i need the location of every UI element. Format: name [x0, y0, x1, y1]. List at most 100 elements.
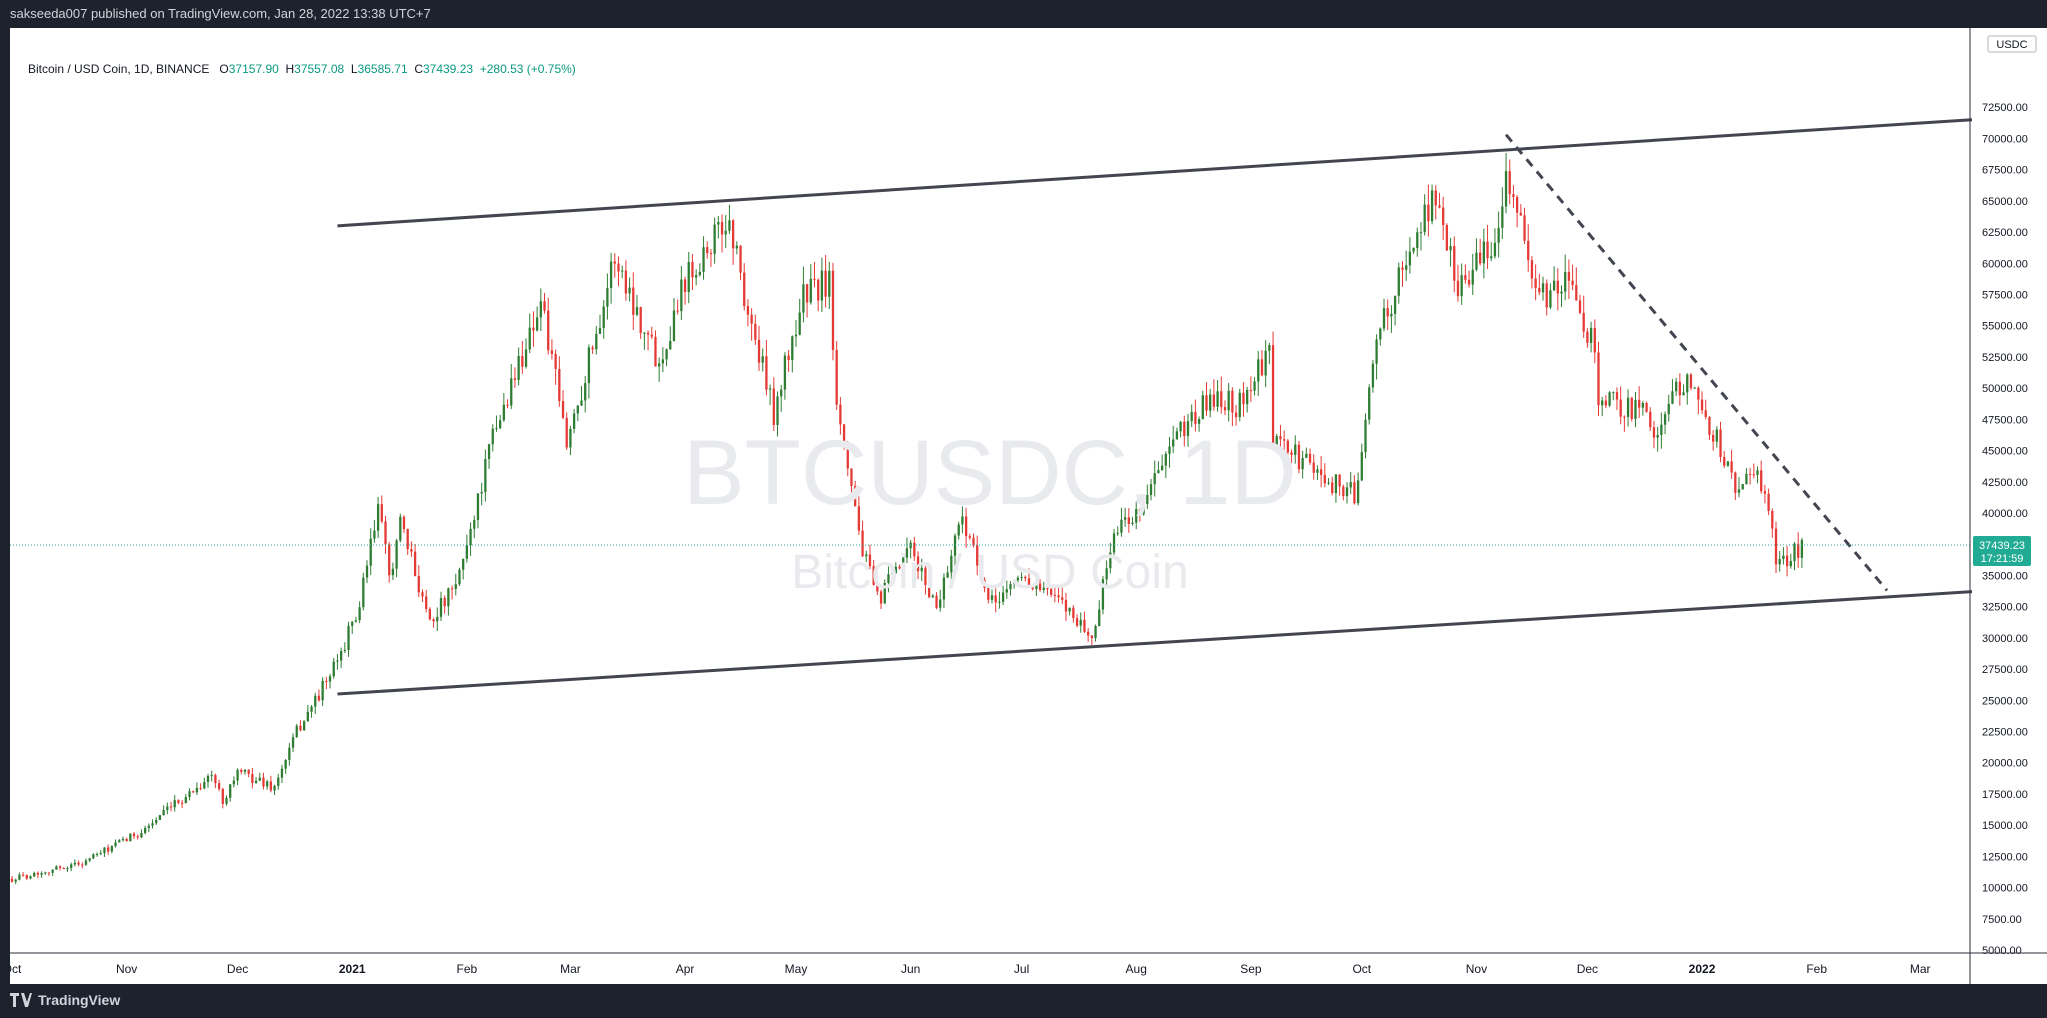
x-tick-label: Nov — [116, 962, 137, 976]
candle — [1438, 192, 1441, 209]
candle — [1368, 384, 1371, 425]
candle — [1774, 521, 1778, 574]
candle — [1031, 585, 1034, 591]
candle — [702, 236, 705, 280]
candle — [280, 764, 284, 783]
candle — [358, 601, 361, 624]
candle — [336, 654, 339, 670]
candle — [1160, 454, 1164, 471]
candle — [362, 572, 365, 611]
candle — [428, 607, 432, 621]
candle — [1667, 394, 1670, 422]
candle — [1172, 425, 1175, 454]
candle — [365, 560, 369, 584]
candle — [1072, 605, 1075, 623]
candle — [81, 862, 84, 869]
candle — [1079, 612, 1082, 633]
candle — [410, 541, 413, 557]
watermark-name: Bitcoin / USD Coin — [791, 546, 1188, 599]
candle — [680, 265, 683, 320]
candle — [1216, 380, 1219, 412]
candle — [1253, 377, 1256, 396]
candle — [1294, 435, 1297, 464]
candle — [1730, 449, 1733, 479]
candle — [1279, 424, 1282, 452]
candle — [609, 252, 613, 304]
candle — [1675, 377, 1678, 397]
candle — [635, 294, 639, 317]
candle — [1412, 247, 1415, 254]
trendline-lower-channel[interactable] — [337, 590, 1973, 696]
candle — [373, 519, 376, 543]
candle — [983, 577, 986, 593]
candle — [450, 585, 454, 600]
candle — [1035, 580, 1038, 596]
candle — [143, 825, 147, 835]
tradingview-logo[interactable]: TradingView — [10, 992, 120, 1008]
candle — [550, 339, 554, 360]
candle — [173, 795, 176, 812]
candle — [1430, 184, 1434, 225]
candle — [1715, 426, 1718, 448]
candle — [1612, 391, 1615, 401]
candle — [413, 543, 417, 577]
candle — [199, 783, 202, 791]
candle — [1371, 359, 1375, 393]
trendlines[interactable] — [10, 118, 1973, 696]
candle — [306, 704, 309, 722]
candle — [47, 872, 51, 876]
y-tick-label: 62500.00 — [1982, 227, 2028, 239]
candle — [658, 357, 661, 382]
price-scale[interactable]: 5000.00 7500.00 10000.00 12500.00 15000.00 17… — [1969, 28, 2037, 984]
candle — [865, 550, 868, 563]
candle — [469, 522, 472, 556]
candle — [580, 385, 583, 406]
candle — [1223, 400, 1227, 416]
candle — [824, 255, 827, 308]
candle — [192, 790, 195, 794]
candle — [1234, 404, 1238, 426]
y-tick-label: 5000.00 — [1982, 945, 2022, 957]
trendline-upper-channel[interactable] — [337, 118, 1973, 228]
candle — [1016, 575, 1020, 586]
x-tick-label: Mar — [1910, 962, 1931, 976]
candle — [465, 534, 469, 563]
candle — [957, 521, 960, 540]
chart-frame[interactable]: BTCUSDC, 1D Bitcoin / USD Coin 5000.00 75… — [10, 28, 2047, 984]
candle — [1641, 400, 1645, 416]
candle — [872, 559, 875, 586]
candle — [51, 869, 54, 876]
candle — [650, 326, 653, 340]
y-tick-label: 47500.00 — [1982, 414, 2028, 426]
candle — [1460, 263, 1463, 305]
candle — [1038, 579, 1042, 592]
candle — [720, 214, 724, 253]
candle — [14, 878, 17, 885]
x-tick-label: Dec — [1577, 962, 1598, 976]
candle — [277, 773, 280, 790]
y-tick-label: 52500.00 — [1982, 352, 2028, 364]
candle — [683, 276, 687, 305]
candle — [1442, 196, 1445, 240]
candle — [791, 335, 794, 373]
currency-badge[interactable]: USDC — [1987, 35, 2037, 53]
trendline-descending-resistance[interactable] — [1504, 133, 1889, 592]
candle — [92, 853, 95, 859]
price-chart[interactable]: BTCUSDC, 1D Bitcoin / USD Coin 5000.00 75… — [10, 28, 2047, 984]
y-tick-label: 72500.00 — [1982, 102, 2028, 114]
candle — [303, 720, 306, 731]
candle — [406, 528, 409, 555]
time-scale[interactable]: Oct Nov Dec 2021 Feb Mar Apr May Jun Jul Aug Sep Oct… — [10, 952, 2047, 976]
candle — [998, 591, 1001, 609]
candle — [1205, 382, 1208, 416]
candle — [1319, 456, 1323, 488]
candle — [1090, 635, 1093, 646]
candle — [417, 565, 420, 598]
candle — [1416, 227, 1419, 257]
candle — [339, 647, 343, 669]
candle — [1549, 283, 1552, 310]
candle — [672, 298, 676, 342]
candle — [1164, 451, 1167, 479]
candle — [436, 607, 439, 632]
